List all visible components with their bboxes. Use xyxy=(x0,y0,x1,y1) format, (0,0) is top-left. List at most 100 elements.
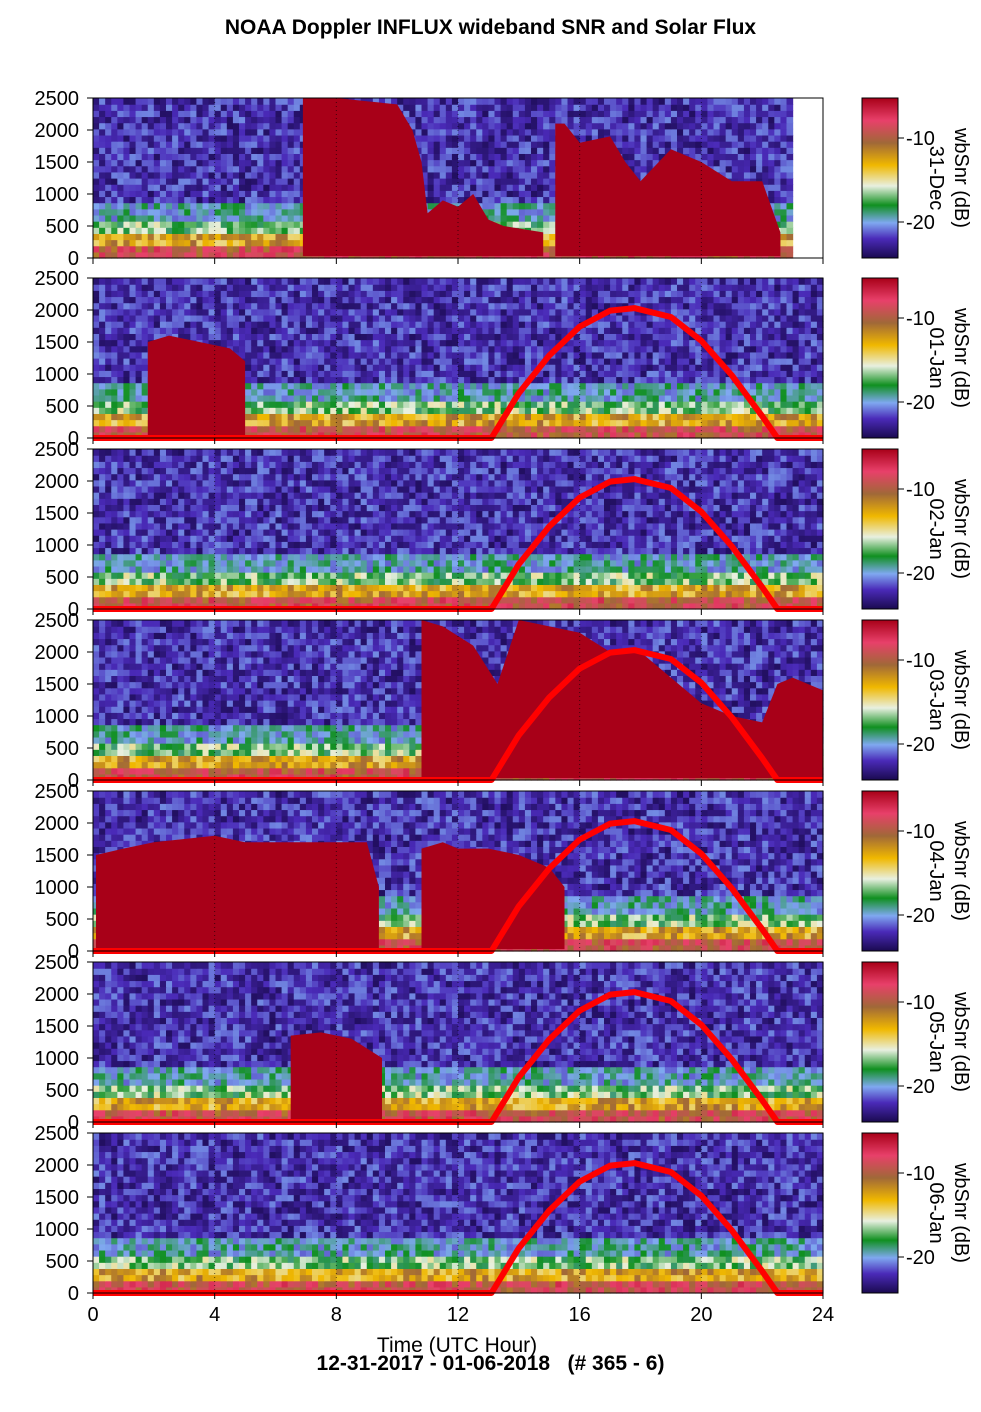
heatmap-cell xyxy=(147,116,155,124)
heatmap-cell xyxy=(415,358,423,365)
heatmap-cell xyxy=(202,159,210,167)
heatmap-cell xyxy=(604,110,611,118)
heatmap-cell xyxy=(129,165,137,173)
heatmap-cell xyxy=(810,345,818,353)
heatmap-cell xyxy=(93,159,100,167)
heatmap-cell xyxy=(226,184,234,191)
heatmap-cell xyxy=(293,413,301,421)
heatmap-cell xyxy=(707,110,715,118)
heatmap-cell xyxy=(257,245,264,253)
heatmap-cell xyxy=(342,345,350,353)
heatmap-cell xyxy=(433,382,441,390)
heatmap-cell xyxy=(220,184,228,191)
heatmap-cell xyxy=(549,431,556,439)
heatmap-cell xyxy=(451,425,459,433)
heatmap-cell xyxy=(245,413,252,421)
heatmap-cell xyxy=(287,333,295,341)
heatmap-cell xyxy=(220,333,228,341)
heatmap-cell xyxy=(689,388,696,396)
heatmap-cell xyxy=(567,376,575,384)
heatmap-cell xyxy=(549,358,556,365)
heatmap-cell xyxy=(798,388,806,396)
heatmap-cell xyxy=(135,178,143,185)
heatmap-cell xyxy=(518,202,526,210)
heatmap-cell xyxy=(494,110,502,118)
heatmap-cell xyxy=(810,376,818,384)
heatmap-cell xyxy=(178,159,185,167)
heatmap-cell xyxy=(652,116,660,124)
heatmap-cell xyxy=(634,122,642,130)
heatmap-cell xyxy=(579,339,587,347)
heatmap-cell xyxy=(178,214,185,222)
heatmap-cell xyxy=(293,382,301,390)
heatmap-cell xyxy=(129,184,137,191)
heatmap-cell xyxy=(226,208,234,216)
heatmap-cell xyxy=(123,178,131,185)
heatmap-cell xyxy=(689,425,696,433)
heatmap-cell xyxy=(750,358,757,365)
heatmap-cell xyxy=(731,153,739,161)
heatmap-cell xyxy=(518,171,526,179)
heatmap-cell xyxy=(421,370,429,378)
heatmap-cell xyxy=(616,122,623,130)
heatmap-cell xyxy=(573,401,581,408)
heatmap-cell xyxy=(445,110,453,118)
heatmap-cell xyxy=(153,221,161,228)
heatmap-cell xyxy=(458,159,465,167)
heatmap-cell xyxy=(117,227,125,234)
heatmap-cell xyxy=(397,339,404,347)
heatmap-cell xyxy=(506,388,514,396)
heatmap-cell xyxy=(123,419,131,427)
heatmap-cell xyxy=(427,351,435,359)
heatmap-cell xyxy=(591,98,599,105)
heatmap-cell xyxy=(616,104,623,111)
heatmap-cell xyxy=(415,98,423,105)
heatmap-cell xyxy=(208,233,216,241)
heatmap-cell xyxy=(324,364,331,371)
heatmap-cell xyxy=(391,376,398,384)
heatmap-cell xyxy=(549,370,556,378)
heatmap-cell xyxy=(488,153,496,161)
heatmap-cell xyxy=(135,401,143,408)
heatmap-cell xyxy=(683,425,690,433)
heatmap-cell xyxy=(610,122,617,130)
heatmap-cell xyxy=(178,208,185,216)
heatmap-cell xyxy=(232,184,240,191)
heatmap-cell xyxy=(780,245,788,253)
heatmap-cell xyxy=(184,190,191,198)
heatmap-cell xyxy=(725,413,733,421)
heatmap-cell xyxy=(731,345,739,353)
heatmap-cell xyxy=(226,239,234,247)
heatmap-cell xyxy=(299,419,307,427)
heatmap-cell xyxy=(476,110,483,118)
heatmap-cell xyxy=(403,407,410,414)
heatmap-cell xyxy=(573,339,581,347)
heatmap-cell xyxy=(184,116,191,124)
heatmap-cell xyxy=(439,376,447,384)
heatmap-cell xyxy=(567,419,575,427)
heatmap-cell xyxy=(628,128,636,136)
heatmap-cell xyxy=(385,425,392,433)
heatmap-cell xyxy=(141,165,149,173)
heatmap-cell xyxy=(245,214,252,222)
heatmap-cell xyxy=(531,221,538,228)
heatmap-cell xyxy=(634,370,642,378)
heatmap-cell xyxy=(713,431,721,439)
heatmap-cell xyxy=(397,425,404,433)
heatmap-cell xyxy=(816,419,824,427)
heatmap-cell xyxy=(263,351,271,359)
heatmap-cell xyxy=(293,196,301,204)
heatmap-cell xyxy=(275,339,283,347)
heatmap-cell xyxy=(707,159,715,167)
heatmap-cell xyxy=(768,388,775,396)
heatmap-cell xyxy=(269,134,277,142)
heatmap-cell xyxy=(689,370,696,378)
heatmap-cell xyxy=(537,190,544,198)
heatmap-cell xyxy=(117,178,125,185)
heatmap-cell xyxy=(646,104,654,111)
heatmap-cell xyxy=(348,345,356,353)
heatmap-cell xyxy=(299,345,307,353)
heatmap-cell xyxy=(506,345,514,353)
heatmap-cell xyxy=(555,104,563,111)
